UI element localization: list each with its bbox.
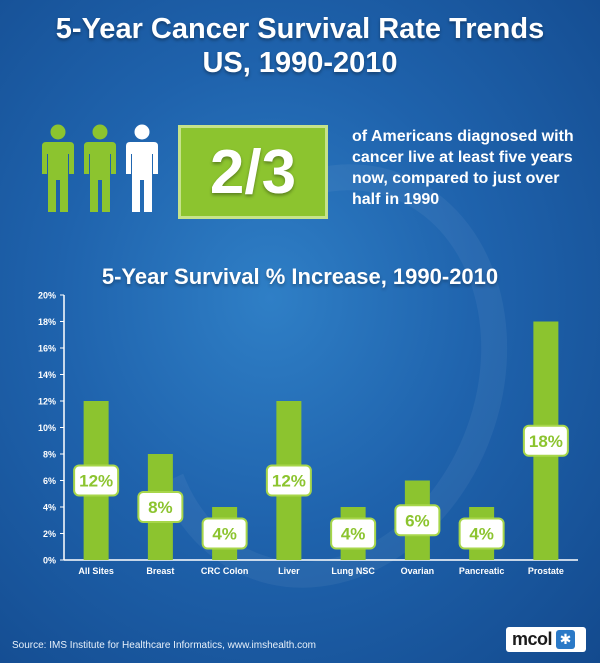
y-tick-label: 12%	[38, 397, 56, 407]
data-label-box	[522, 424, 569, 457]
stat-description: of Americans diagnosed with cancer live …	[352, 128, 574, 208]
data-label: 8%	[148, 498, 173, 517]
data-label-box	[73, 464, 120, 497]
y-tick-label: 18%	[38, 317, 56, 327]
x-tick-label: Ovarian	[401, 566, 435, 576]
y-tick-label: 14%	[38, 370, 56, 380]
data-label: 4%	[469, 525, 494, 544]
x-tick-label: All Sites	[78, 566, 114, 576]
data-label: 12%	[79, 472, 113, 491]
y-tick-label: 4%	[43, 503, 56, 513]
chart-title: 5-Year Survival % Increase, 1990-2010	[101, 264, 499, 289]
y-tick-label: 16%	[38, 344, 56, 354]
data-label: 6%	[405, 511, 430, 530]
data-label: 4%	[212, 525, 237, 544]
data-label: 18%	[529, 432, 563, 451]
person-icon	[42, 124, 74, 212]
y-tick-label: 10%	[38, 423, 56, 433]
data-label-box	[394, 504, 441, 537]
logo-text: mcol	[512, 629, 553, 649]
data-label-box	[265, 464, 312, 497]
source-note: Source: IMS Institute for Healthcare Inf…	[12, 640, 316, 651]
y-tick-label: 6%	[43, 476, 56, 486]
x-tick-label: CRC Colon	[201, 566, 249, 576]
y-tick-label: 2%	[43, 529, 56, 539]
x-tick-label: Breast	[146, 566, 174, 576]
title-line-1: 5-Year Cancer Survival Rate Trends	[55, 13, 545, 45]
data-label-box	[330, 517, 377, 550]
y-tick-label: 8%	[43, 450, 56, 460]
title-line-2: US, 1990-2010	[202, 47, 398, 79]
x-tick-label: Pancreatic	[459, 566, 505, 576]
person-icon	[84, 124, 116, 212]
x-tick-label: Liver	[278, 566, 300, 576]
x-tick-label: Prostate	[528, 566, 564, 576]
page-title: 5-Year Cancer Survival Rate Trends US, 1…	[0, 12, 600, 80]
data-label: 4%	[341, 525, 366, 544]
bar-chart: 0% 2% 4% 6% 8% 10% 12% 14% 16% 18% 20% All Sites 12%…	[38, 291, 578, 576]
data-label: 12%	[272, 472, 306, 491]
person-icon	[126, 124, 158, 212]
people-icons	[40, 124, 160, 214]
snowflake-icon: ✱	[556, 630, 576, 649]
y-tick-label: 20%	[38, 291, 56, 301]
x-tick-label: Lung NSC	[331, 566, 375, 576]
mcol-logo: mcol ✱	[506, 627, 586, 652]
data-label-box	[201, 517, 248, 550]
y-tick-label: 0%	[43, 556, 56, 566]
data-label-box	[458, 517, 505, 550]
data-label-box	[137, 491, 184, 523]
fraction-value: 2/3	[209, 137, 297, 207]
fraction-box: 2/3	[178, 125, 328, 219]
